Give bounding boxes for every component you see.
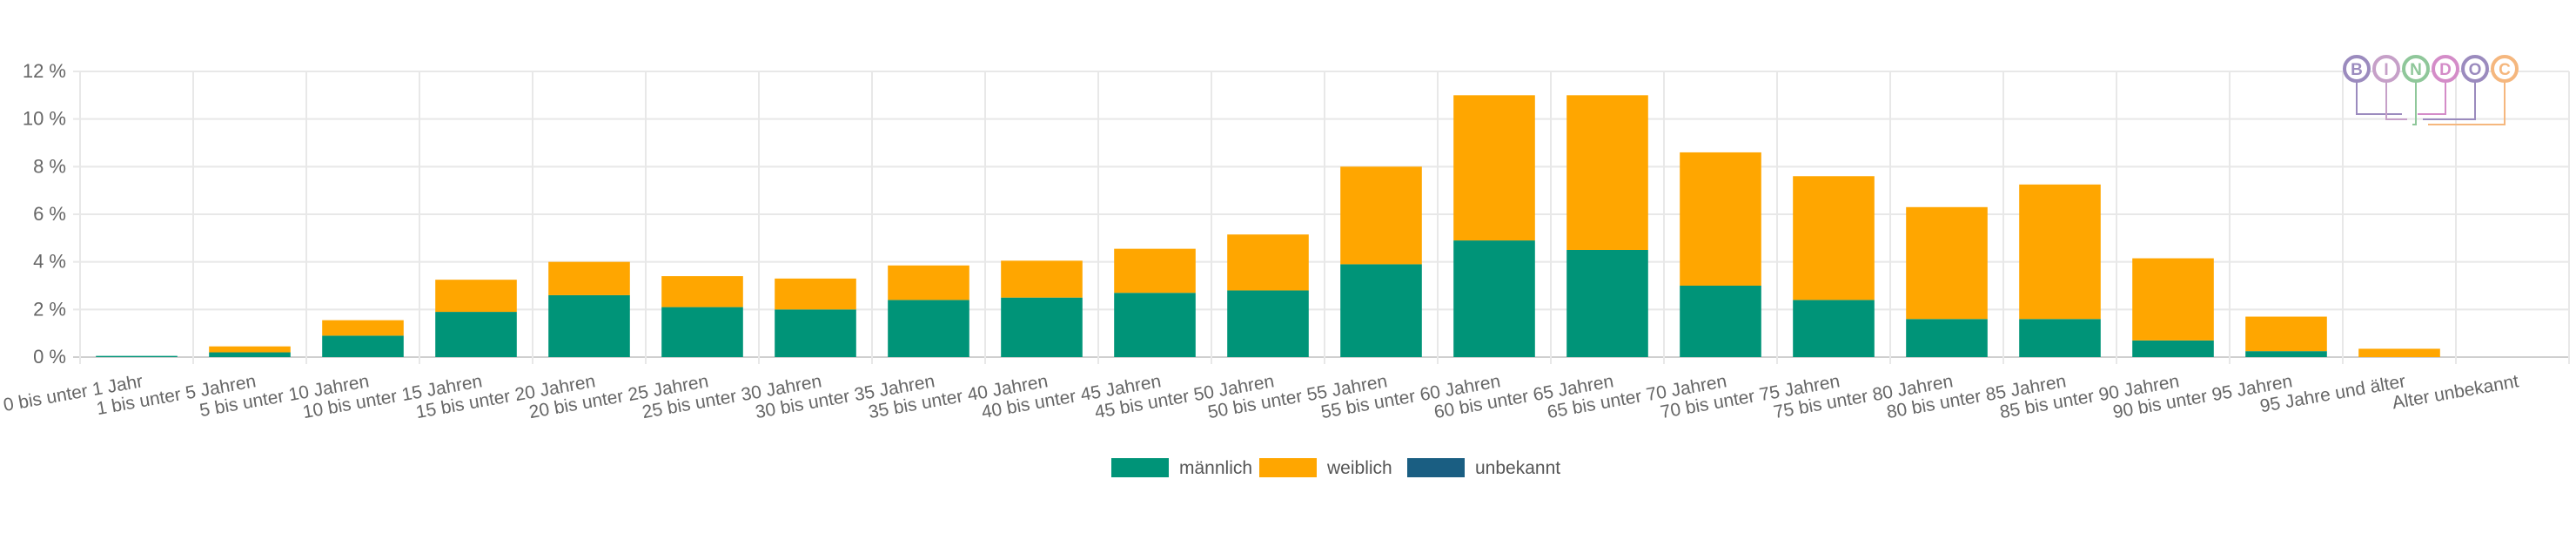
bar-weiblich <box>1001 260 1083 298</box>
bar-männlich <box>888 300 969 357</box>
logo-letter: N <box>2410 61 2422 79</box>
bar-weiblich <box>209 346 291 353</box>
grid-lines <box>73 71 2570 364</box>
bar-männlich <box>661 307 743 357</box>
bar-weiblich <box>1227 234 1309 291</box>
bar-weiblich <box>1453 95 1535 241</box>
legend-swatch <box>1259 458 1317 477</box>
bar-männlich <box>1227 290 1309 357</box>
logo-circle <box>2372 55 2400 83</box>
bar-männlich <box>1566 250 1648 357</box>
bar-männlich <box>435 312 517 357</box>
bar-weiblich <box>775 278 856 310</box>
y-tick-label: 2 % <box>33 298 66 320</box>
y-tick-label: 10 % <box>23 108 66 130</box>
bar-männlich <box>322 335 404 357</box>
y-tick-label: 8 % <box>33 155 66 177</box>
bar-weiblich <box>435 280 517 313</box>
legend-label: männlich <box>1179 458 1252 478</box>
bar-männlich <box>1001 297 1083 357</box>
logo-circle <box>2432 55 2459 83</box>
y-axis: 0 % 2 % 4 % 6 % 8 % 10 % 12 % <box>23 60 66 368</box>
bar-männlich <box>1340 264 1422 357</box>
logo-letter: I <box>2384 61 2388 79</box>
legend-swatch <box>1407 458 1465 477</box>
bar-weiblich <box>1114 248 1196 294</box>
y-tick-label: 0 % <box>33 346 66 368</box>
legend: männlich weiblich unbekannt <box>1111 458 1560 478</box>
logo-connector <box>2385 81 2407 120</box>
bar-männlich <box>548 294 630 357</box>
y-tick-label: 6 % <box>33 203 66 225</box>
bar-weiblich <box>888 265 969 300</box>
bar-weiblich <box>2358 348 2440 357</box>
logo-letter: B <box>2351 61 2363 79</box>
bar-männlich <box>1114 293 1196 357</box>
bar-männlich <box>209 352 291 357</box>
bar-männlich <box>1680 286 1761 357</box>
bar-weiblich <box>661 276 743 307</box>
bar-weiblich <box>1566 95 1648 250</box>
bar-männlich <box>775 309 856 357</box>
bar-weiblich <box>322 320 404 336</box>
x-tick-label: Alter unbekannt <box>2391 371 2520 413</box>
logo-connector <box>2423 81 2476 120</box>
logo-connector <box>2418 81 2446 115</box>
logo-letter: D <box>2439 61 2452 79</box>
bar-männlich <box>1906 319 1988 357</box>
logo-connector <box>2356 81 2402 115</box>
logo-circle <box>2343 55 2371 83</box>
legend-label: weiblich <box>1326 458 1392 478</box>
bar-weiblich <box>2245 316 2327 352</box>
logo-letter: O <box>2469 61 2482 79</box>
bar-weiblich <box>1340 166 1422 265</box>
bar-männlich <box>2132 340 2214 357</box>
bar-männlich <box>2245 351 2327 357</box>
bar-weiblich <box>1680 152 1761 286</box>
y-tick-label: 4 % <box>33 251 66 273</box>
legend-swatch <box>1111 458 1169 477</box>
bar-weiblich <box>2132 258 2214 341</box>
bar-männlich <box>2019 319 2101 357</box>
logo-circle <box>2402 55 2430 83</box>
bar-weiblich <box>2019 184 2101 320</box>
logo-connector <box>2412 81 2417 125</box>
bars <box>96 95 2440 357</box>
bar-männlich <box>96 355 178 357</box>
bar-männlich <box>1453 240 1535 357</box>
bar-weiblich <box>548 261 630 295</box>
logo-connector <box>2428 81 2506 125</box>
bar-weiblich <box>1793 176 1875 300</box>
logo-letter: C <box>2499 61 2511 79</box>
bar-männlich <box>1793 300 1875 357</box>
logo-circle <box>2461 55 2489 83</box>
bar-weiblich <box>1906 206 1988 320</box>
logo-circle <box>2491 55 2519 83</box>
y-tick-label: 12 % <box>23 60 66 82</box>
legend-label: unbekannt <box>1475 458 1560 478</box>
